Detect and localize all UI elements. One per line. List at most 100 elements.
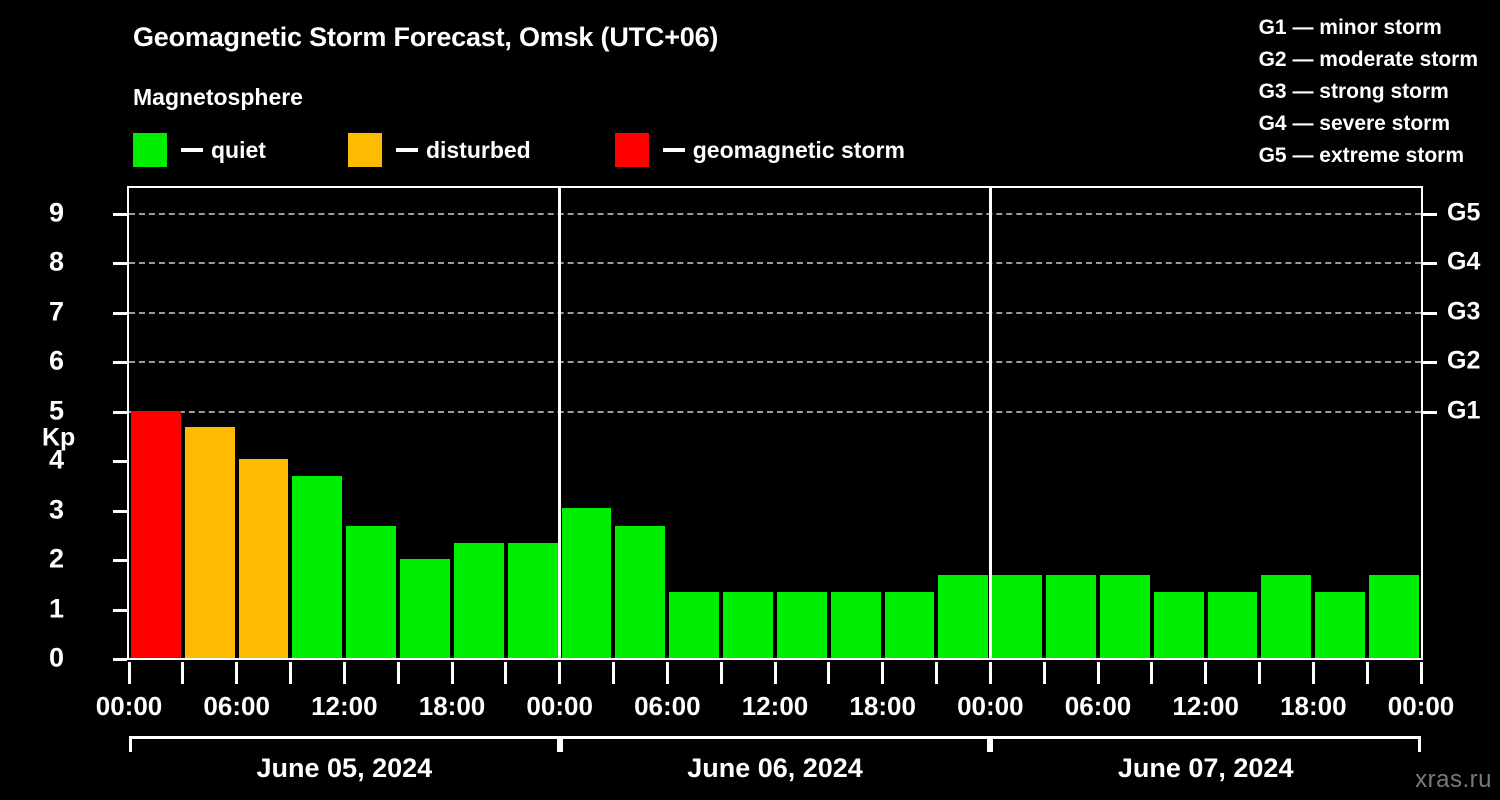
g-tick-label-G3: G3: [1447, 297, 1481, 326]
day-separator-2: [988, 188, 992, 658]
bar-Jun05-18-00[interactable]: [453, 542, 504, 658]
x-tick-label-0: 00:00: [95, 691, 163, 721]
g-tick-label-G5: G5: [1447, 198, 1481, 227]
bar-Jun07-18-00[interactable]: [1315, 592, 1366, 658]
y-tick-mark-6: [113, 361, 127, 365]
bar-Jun05-00-00[interactable]: [131, 410, 181, 658]
bar-Jun06-18-00[interactable]: [884, 592, 935, 658]
disturbed-legend-dash-icon: [395, 148, 418, 152]
bar-Jun05-09-00[interactable]: [292, 476, 343, 658]
x-tick-label-2: 12:00: [311, 691, 378, 721]
gridline-kp-9: [129, 212, 1421, 215]
gridline-kp-8: [129, 262, 1421, 265]
y-tick-label-6: 6: [48, 345, 64, 376]
bar-cell: [775, 188, 829, 658]
x-tick-mark-22: [1311, 662, 1315, 684]
y-axis-title: Kp: [42, 423, 76, 452]
bar-Jun05-21-00[interactable]: [507, 542, 558, 658]
bar-cell: [129, 188, 183, 658]
x-tick-mark-1: [181, 662, 185, 684]
x-tick-mark-12: [773, 662, 777, 684]
y-tick-label-8: 8: [48, 246, 64, 277]
y-tick-mark-9: [113, 212, 127, 216]
bar-Jun05-03-00[interactable]: [184, 426, 235, 658]
disturbed-legend: disturbed: [347, 133, 531, 167]
gridline-kp-7: [129, 311, 1421, 314]
bar-cell: [990, 188, 1044, 658]
y-tick-mark-4: [113, 460, 127, 464]
x-tick-label-5: 06:00: [634, 691, 701, 721]
bar-Jun07-15-00[interactable]: [1261, 575, 1312, 658]
day-label-3: June 07, 2024: [1117, 753, 1294, 783]
g-scale-legend: G1 — minor storm G2 — moderate storm G3 — …: [1259, 12, 1478, 172]
x-tick-label-9: 06:00: [1064, 691, 1132, 721]
x-tick-mark-15: [935, 662, 938, 684]
y-tick-mark-1: [113, 608, 127, 612]
y-tick-mark-5: [113, 410, 127, 414]
bar-Jun07-06-00[interactable]: [1099, 575, 1150, 658]
quiet-legend-dash-icon: [181, 148, 203, 152]
x-tick-mark-0: [127, 662, 131, 684]
bar-cell: [1044, 188, 1098, 658]
x-tick-mark-5: [396, 662, 400, 684]
bar-Jun06-15-00[interactable]: [830, 592, 881, 658]
g-tick-mark-G2: [1423, 361, 1437, 365]
bar-cell: [344, 188, 398, 658]
bar-cell: [237, 188, 291, 658]
bar-Jun07-12-00[interactable]: [1207, 592, 1258, 658]
chart-plot-area: [127, 186, 1423, 660]
x-tick-mark-13: [827, 662, 831, 684]
x-tick-mark-24: [1419, 662, 1423, 684]
g-legend-line-1: G1 — minor storm: [1258, 16, 1442, 39]
y-tick-label-0: 0: [48, 642, 64, 673]
day-bracket-2: [559, 736, 991, 752]
g-tick-mark-G3: [1423, 311, 1437, 315]
g-legend-line-5: G5 — extreme storm: [1258, 144, 1465, 167]
bar-cell: [1259, 188, 1313, 658]
color-legend: quiet disturbed geomagnetic storm: [133, 133, 905, 167]
bar-Jun06-09-00[interactable]: [723, 592, 773, 658]
x-tick-label-11: 18:00: [1280, 691, 1347, 721]
bar-Jun06-06-00[interactable]: [669, 592, 720, 658]
day-bracket-3: [990, 736, 1421, 752]
series-label: Magnetosphere: [133, 84, 303, 110]
bar-cell: [560, 188, 614, 658]
bar-Jun05-06-00[interactable]: [238, 458, 289, 658]
disturbed-legend-label: disturbed: [425, 136, 531, 163]
bar-cell: [1206, 188, 1260, 658]
x-tick-mark-8: [558, 662, 562, 684]
bar-Jun06-03-00[interactable]: [615, 525, 666, 658]
quiet-legend-swatch: [133, 133, 167, 167]
bar-cell: [398, 188, 452, 658]
bar-cell: [1367, 188, 1421, 658]
g-tick-mark-G5: [1423, 212, 1437, 216]
y-tick-label-1: 1: [48, 593, 64, 624]
x-tick-label-10: 12:00: [1172, 691, 1239, 721]
y-tick-mark-2: [113, 559, 127, 563]
bar-Jun06-21-00[interactable]: [938, 575, 989, 658]
bar-Jun07-21-00[interactable]: [1369, 575, 1419, 658]
bar-cell: [936, 188, 990, 658]
bar-Jun07-09-00[interactable]: [1153, 592, 1204, 658]
disturbed-legend-swatch: [347, 133, 382, 167]
y-tick-label-2: 2: [48, 543, 64, 574]
x-tick-mark-4: [342, 662, 346, 684]
day-bracket-1: [129, 736, 560, 752]
y-tick-mark-8: [113, 262, 127, 266]
y-tick-mark-0: [113, 658, 127, 661]
x-tick-mark-19: [1150, 662, 1154, 684]
bar-series: [129, 188, 1421, 658]
bar-cell: [290, 188, 344, 658]
bar-Jun06-12-00[interactable]: [776, 592, 827, 658]
bar-Jun06-00-00[interactable]: [561, 508, 612, 658]
bar-Jun07-00-00[interactable]: [992, 575, 1043, 658]
watermark: xras.ru: [1415, 766, 1492, 793]
bar-cell: [667, 188, 721, 658]
x-tick-mark-21: [1258, 662, 1261, 684]
bar-Jun05-12-00[interactable]: [346, 525, 397, 658]
x-tick-mark-20: [1204, 662, 1208, 684]
x-tick-mark-16: [988, 662, 992, 684]
bar-Jun05-15-00[interactable]: [400, 559, 450, 658]
bar-cell: [721, 188, 775, 658]
bar-Jun07-03-00[interactable]: [1046, 575, 1096, 658]
